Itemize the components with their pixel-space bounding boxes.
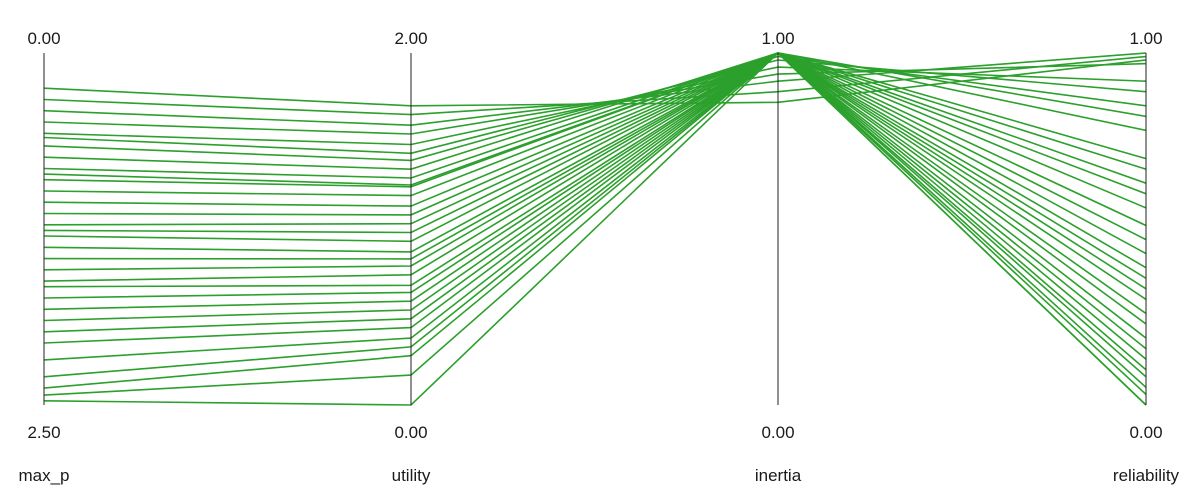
data-line-26 — [43, 51, 1147, 360]
data-line-4 — [43, 62, 1147, 135]
data-line-8 — [43, 52, 1147, 171]
data-line-13 — [43, 52, 1147, 207]
data-line-15 — [43, 52, 1147, 227]
axis-title-reliability: reliability — [1113, 466, 1180, 485]
data-line-17 — [43, 52, 1147, 255]
data-line-28 — [43, 51, 1147, 378]
axis-bottom-label-inertia: 0.00 — [761, 423, 794, 442]
data-line-3 — [43, 52, 1147, 127]
data-line-30 — [43, 51, 1147, 395]
data-line-12 — [43, 52, 1147, 197]
axis-top-label-max_p: 0.00 — [27, 29, 60, 48]
data-line-19 — [43, 52, 1147, 279]
axis-title-inertia: inertia — [755, 466, 802, 485]
data-line-23 — [43, 52, 1147, 325]
axes: 0.00 2.50 max_p 2.00 0.00 utility 1.00 0.00 iner… — [18, 29, 1179, 485]
series-lines — [43, 51, 1147, 406]
data-line-22 — [43, 52, 1147, 315]
data-line-16 — [43, 52, 1147, 241]
data-line-29 — [43, 51, 1147, 388]
data-line-9 — [43, 52, 1147, 179]
data-line-5 — [43, 66, 1147, 146]
data-line-18 — [43, 52, 1147, 269]
axis-bottom-label-utility: 0.00 — [394, 423, 427, 442]
data-line-20 — [43, 52, 1147, 290]
axis-bottom-label-reliability: 0.00 — [1129, 423, 1162, 442]
data-line-14 — [43, 52, 1147, 216]
data-line-27 — [43, 51, 1147, 371]
data-line-32 — [43, 51, 1147, 406]
data-line-6 — [43, 59, 1147, 155]
data-line-10 — [43, 52, 1147, 186]
axis-top-label-utility: 2.00 — [394, 29, 427, 48]
data-line-11 — [43, 52, 1147, 188]
axis-title-utility: utility — [392, 466, 431, 485]
axis-top-label-inertia: 1.00 — [761, 29, 794, 48]
data-line-25 — [43, 52, 1147, 350]
axis-top-label-reliability: 1.00 — [1129, 29, 1162, 48]
data-line-24 — [43, 52, 1147, 339]
axis-bottom-label-max_p: 2.50 — [27, 423, 60, 442]
data-line-7 — [43, 55, 1147, 162]
data-line-21 — [43, 52, 1147, 301]
axis-title-max_p: max_p — [18, 466, 69, 485]
